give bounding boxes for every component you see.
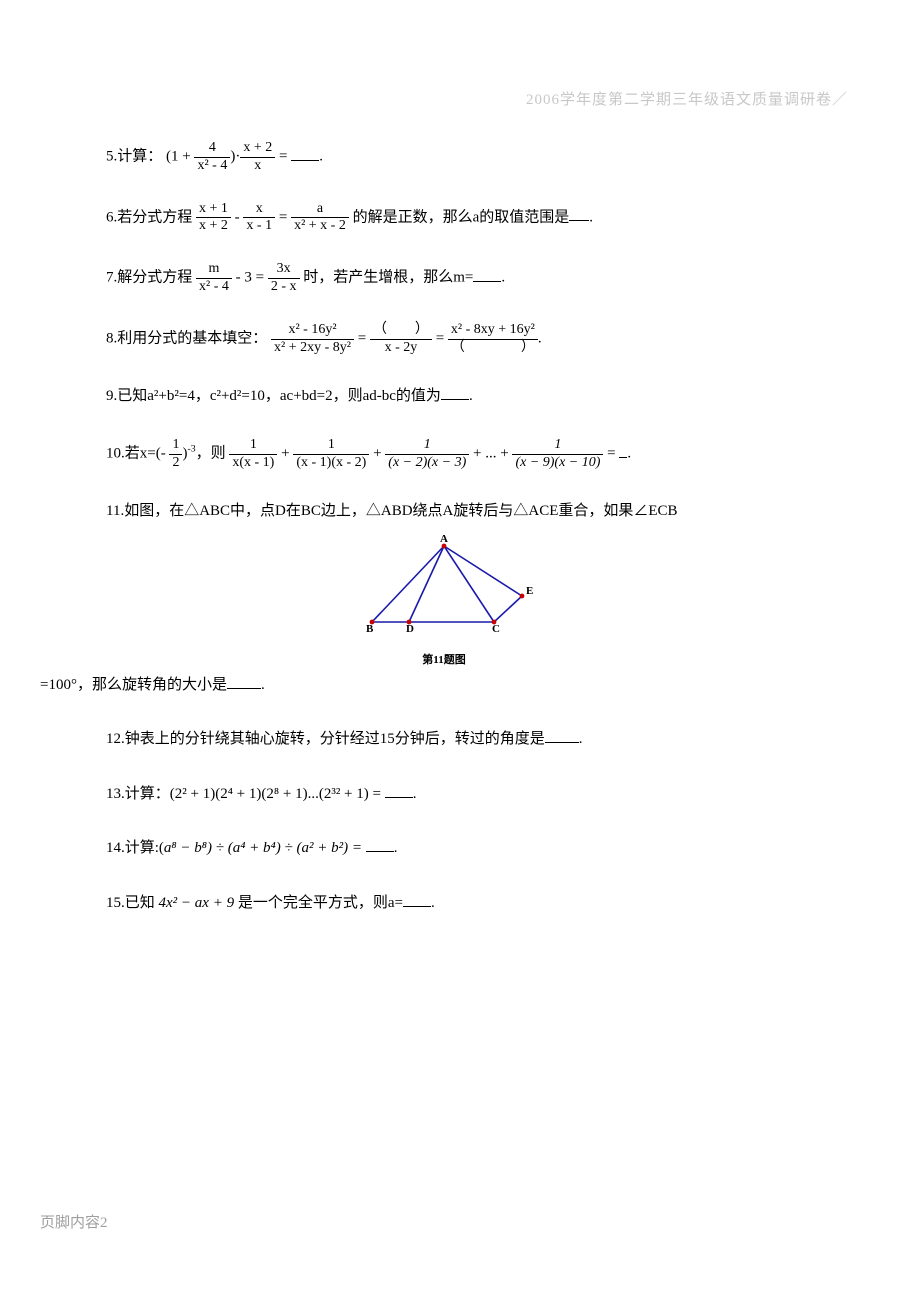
q6-prefix: 6.若分式方程: [106, 209, 196, 225]
question-13: 13.计算：(2² + 1)(2⁴ + 1)(2⁸ + 1)...(2³² + …: [40, 780, 848, 809]
q6-frac1: x + 1x + 2: [196, 201, 231, 236]
q13-prefix: 13.计算：: [106, 786, 170, 802]
q10-p4: + ... +: [469, 446, 512, 462]
question-14: 14.计算:(a⁸ − b⁸) ÷ (a⁴ + b⁴) ÷ (a² + b²) …: [40, 834, 848, 863]
q15-suffix: .: [431, 895, 435, 911]
q13-suffix: .: [413, 786, 417, 802]
q11b-blank: [227, 675, 261, 689]
svg-text:E: E: [526, 585, 533, 597]
q5-frac2: x + 2x: [240, 140, 275, 175]
question-8: 8.利用分式的基本填空： x² - 16y²x² + 2xy - 8y² = （…: [40, 322, 848, 357]
q15-blank: [403, 893, 431, 907]
question-9: 9.已知a²+b²=4，c²+d²=10，ac+bd=2，则ad-bc的值为.: [40, 382, 848, 411]
q10-frac4: 1(x − 9)(x − 10): [512, 437, 603, 472]
svg-text:B: B: [366, 623, 374, 635]
q9-suffix: .: [469, 388, 473, 404]
figure-11: A B D C E 第11题图: [40, 534, 848, 667]
q11b-suf: .: [261, 677, 265, 693]
q6-p1: -: [231, 209, 244, 225]
q15-prefix: 15.已知: [106, 895, 159, 911]
q8-p1: =: [354, 331, 370, 347]
svg-text:A: A: [440, 534, 448, 545]
question-5: 5.计算： (1 + 4x² - 4)·x + 2x = .: [40, 140, 848, 175]
q7-suffix: .: [501, 270, 505, 286]
q7-prefix: 7.解分式方程: [106, 270, 196, 286]
q13-blank: [385, 784, 413, 798]
q5-eq-p1: (1 +: [166, 149, 194, 165]
q7-frac1: mx² - 4: [196, 261, 232, 296]
q12-text: 12.钟表上的分针绕其轴心旋转，分针经过15分钟后，转过的角度是: [106, 731, 545, 747]
q15-eq: 4x² − ax + 9: [159, 895, 235, 911]
q11b-pre: =100°，那么旋转角的大小是: [40, 677, 227, 693]
q8-frac1: x² - 16y²x² + 2xy - 8y²: [271, 322, 354, 357]
q14-eq: a⁸ − b⁸) ÷ (a⁴ + b⁴) ÷ (a² + b²) =: [164, 840, 366, 856]
q10-p2: +: [277, 446, 293, 462]
content-area: 5.计算： (1 + 4x² - 4)·x + 2x = . 6.若分式方程 x…: [40, 140, 848, 943]
q5-suffix: .: [319, 149, 323, 165]
q7-frac2: 3x2 - x: [268, 261, 300, 296]
q8-frac2: （ ）x - 2y: [370, 322, 432, 357]
triangle-diagram: A B D C E: [354, 534, 534, 644]
q12-suffix: .: [579, 731, 583, 747]
q6-suffix: .: [589, 209, 593, 225]
q13-eq: (2² + 1)(2⁴ + 1)(2⁸ + 1)...(2³² + 1) =: [170, 786, 385, 802]
q8-frac3: x² - 8xy + 16y²（ ）: [448, 322, 538, 357]
q10-frac3: 1(x − 2)(x − 3): [385, 437, 469, 472]
page-footer: 页脚内容2: [40, 1211, 108, 1232]
q10-frac2: 1(x - 1)(x - 2): [293, 437, 369, 472]
question-12: 12.钟表上的分针绕其轴心旋转，分针经过15分钟后，转过的角度是.: [40, 725, 848, 754]
q8-suffix: .: [538, 331, 542, 347]
q6-blank: [569, 208, 589, 222]
q7-p1: - 3 =: [232, 270, 268, 286]
q10-p3: +: [369, 446, 385, 462]
q5-prefix: 5.计算：: [106, 149, 162, 165]
q14-blank: [366, 839, 394, 853]
q7-mid: 时，若产生增根，那么m=: [300, 270, 474, 286]
q14-prefix: 14.计算:(: [106, 840, 164, 856]
q14-suffix: .: [394, 840, 398, 856]
q6-frac3: ax² + x - 2: [291, 201, 349, 236]
q10-p1: ，则: [196, 446, 230, 462]
figure-caption: 第11题图: [40, 651, 848, 667]
question-11-line2: =100°，那么旋转角的大小是.: [40, 671, 848, 700]
question-6: 6.若分式方程 x + 1x + 2 - xx - 1 = ax² + x - …: [40, 201, 848, 236]
q10-frac0: 12: [169, 437, 182, 472]
q5-eq-p2: )·: [230, 149, 240, 165]
q5-frac1: 4x² - 4: [194, 140, 230, 175]
q10-suffix: .: [627, 446, 631, 462]
q10-p0: (-: [156, 446, 170, 462]
q10-frac1: 1x(x - 1): [229, 437, 277, 472]
q10-p5: =: [603, 446, 619, 462]
q15-mid: 是一个完全平方式，则a=: [234, 895, 403, 911]
q6-p2: =: [275, 209, 291, 225]
q9-blank: [441, 387, 469, 401]
question-15: 15.已知 4x² − ax + 9 是一个完全平方式，则a=.: [40, 889, 848, 918]
svg-text:C: C: [492, 623, 500, 635]
q10-exp: -3: [187, 444, 195, 455]
q10-prefix: 10.若x=: [106, 446, 156, 462]
question-11-line1: 11.如图，在△ABC中，点D在BC边上，△ABD绕点A旋转后与△ACE重合，如…: [40, 497, 848, 526]
page-header: 2006学年度第二学期三年级语文质量调研卷／: [526, 88, 848, 109]
q11a: 11.如图，在△ABC中，点D在BC边上，△ABD绕点A旋转后与△ACE重合，如…: [106, 503, 678, 519]
q7-blank: [473, 268, 501, 282]
q5-eq-p3: =: [275, 149, 291, 165]
q8-p2: =: [432, 331, 448, 347]
q5-blank: [291, 147, 319, 161]
q6-frac2: xx - 1: [243, 201, 275, 236]
question-7: 7.解分式方程 mx² - 4 - 3 = 3x2 - x 时，若产生增根，那么…: [40, 261, 848, 296]
svg-text:D: D: [406, 623, 414, 635]
q12-blank: [545, 730, 579, 744]
q8-prefix: 8.利用分式的基本填空：: [106, 331, 267, 347]
question-10: 10.若x=(- 12)-3，则 1x(x - 1) + 1(x - 1)(x …: [40, 437, 848, 472]
q9-text: 9.已知a²+b²=4，c²+d²=10，ac+bd=2，则ad-bc的值为: [106, 388, 441, 404]
q6-mid: 的解是正数，那么a的取值范围是: [349, 209, 569, 225]
